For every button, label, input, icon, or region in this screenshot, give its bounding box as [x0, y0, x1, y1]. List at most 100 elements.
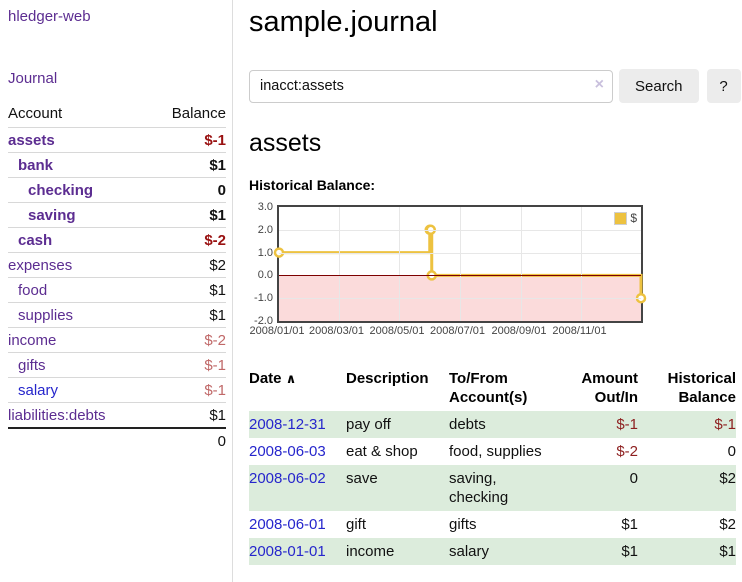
account-balance: $-2 — [204, 331, 226, 349]
register-table-body: 2008-12-31 pay off debts $-1 $-1 2008-06-03 ea… — [249, 411, 736, 565]
legend-swatch-icon — [614, 211, 628, 225]
search-button[interactable]: Search — [619, 69, 699, 103]
transaction-date-cell: 2008-01-01 — [249, 538, 346, 565]
chart-legend: $ — [614, 211, 637, 225]
account-row: bank $1 — [8, 152, 226, 178]
account-row: income $-2 — [8, 327, 226, 353]
sidebar-item-journal[interactable]: Journal — [8, 70, 58, 87]
transaction-date-cell: 2008-06-01 — [249, 511, 346, 538]
account-link-bank[interactable]: bank — [18, 156, 54, 174]
transaction-tofrom-cell: food, supplies — [449, 443, 542, 460]
sidebar: hledger-web Journal Account Balance asse… — [0, 0, 233, 582]
account-link-checking[interactable]: checking — [28, 181, 94, 199]
clear-search-icon[interactable]: × — [594, 75, 604, 93]
accounts-total-value: 0 — [217, 433, 226, 450]
search-input[interactable] — [249, 69, 613, 103]
transaction-description-cell: gift — [346, 516, 367, 533]
account-link-saving[interactable]: saving — [28, 206, 76, 224]
transaction-tofrom-cell: gifts — [449, 516, 477, 533]
y-tick-label: 2.0 — [257, 223, 273, 236]
account-link-cash[interactable]: cash — [18, 231, 53, 249]
transaction-description-cell: eat & shop — [346, 443, 418, 460]
register-header-date: Date ∧ — [249, 370, 297, 387]
account-row: checking 0 — [8, 177, 226, 203]
main-content: sample.journal × Search ? assets Histori… — [233, 0, 742, 582]
transaction-date-link[interactable]: 2008-01-01 — [249, 543, 326, 560]
transaction-row: 2008-06-03 eat & shop food, supplies $-2 0 — [249, 438, 736, 465]
x-tick-label: 2008/01/01 — [249, 325, 305, 337]
account-row: food $1 — [8, 277, 226, 303]
account-row: cash $-2 — [8, 227, 226, 253]
transaction-tofrom-cell: saving, checking — [449, 465, 572, 511]
y-tick-label: 1.0 — [257, 246, 273, 259]
chart-plot: $ — [273, 205, 647, 323]
transaction-description-cell: income — [346, 538, 449, 565]
account-link-supplies[interactable]: supplies — [18, 306, 74, 324]
account-link-gifts[interactable]: gifts — [18, 356, 46, 374]
account-balance: $2 — [209, 256, 226, 274]
x-tick-label: 2008/03/01 — [308, 325, 365, 337]
transaction-date-link[interactable]: 2008-06-03 — [249, 443, 326, 460]
account-balance: $1 — [209, 156, 226, 174]
transaction-row: 2008-06-02 save saving, checking 0 $2 — [249, 465, 736, 511]
account-row: salary $-1 — [8, 377, 226, 403]
register-header-description: Description — [346, 370, 429, 387]
transaction-date-cell: 2008-12-31 — [249, 411, 346, 438]
account-row: supplies $1 — [8, 302, 226, 328]
account-link-expenses[interactable]: expenses — [8, 256, 73, 274]
transaction-balance-cell: $2 — [638, 465, 736, 511]
transaction-amount-cell: $1 — [572, 538, 638, 565]
account-balance: $1 — [209, 306, 226, 324]
transaction-description-cell: save — [346, 465, 449, 511]
account-link-salary[interactable]: salary — [18, 381, 59, 399]
accounts-table-body: assets $-1 bank $1 checking 0 saving $1 cash $-2 e… — [8, 127, 226, 429]
account-link-income[interactable]: income — [8, 331, 57, 349]
accounts-header-account: Account — [8, 105, 63, 122]
chart-y-axis: 3.0 2.0 1.0 0.0 -1.0 -2.0 — [249, 201, 277, 327]
legend-label: $ — [630, 211, 637, 225]
x-tick-label: 2008/09/01 — [491, 325, 547, 337]
app-brand-link[interactable]: hledger-web — [8, 8, 91, 25]
chart-x-axis: 2008/01/01 2008/03/01 2008/05/01 2008/07/01… — [249, 325, 643, 341]
account-link-food[interactable]: food — [18, 281, 48, 299]
search-bar: × Search ? — [249, 69, 742, 103]
transaction-date-link[interactable]: 2008-12-31 — [249, 416, 326, 433]
transaction-date-cell: 2008-06-02 — [249, 465, 346, 511]
account-balance: $-1 — [204, 356, 226, 374]
account-balance: $-2 — [204, 231, 226, 249]
account-link-liabilities-debts[interactable]: liabilities:debts — [8, 406, 106, 424]
transaction-row: 2008-01-01 income salary $1 $1 — [249, 538, 736, 565]
register-header-amount: Amount Out/In — [581, 370, 638, 406]
transaction-date-link[interactable]: 2008-06-02 — [249, 470, 326, 487]
register-table: Date ∧ Description To/From Account(s) Am… — [249, 367, 736, 565]
help-button[interactable]: ? — [706, 69, 741, 103]
x-tick-label: 2008/11/01 — [552, 325, 607, 337]
transaction-amount-cell: $1 — [621, 516, 638, 533]
account-balance: $1 — [209, 406, 226, 424]
x-tick-label: 2008/07/01 — [429, 325, 486, 337]
chart-title: Historical Balance: — [249, 177, 376, 193]
register-header-tofrom: To/From Account(s) — [449, 370, 528, 406]
y-tick-label: -1.0 — [254, 292, 273, 305]
y-tick-label: 0.0 — [257, 269, 273, 282]
accounts-total-row: 0 — [8, 428, 226, 454]
transaction-row: 2008-06-01 gift gifts $1 $2 — [249, 511, 736, 538]
register-header-balance: Historical Balance — [667, 370, 736, 406]
account-row: expenses $2 — [8, 252, 226, 278]
transaction-amount-cell: $-2 — [616, 443, 638, 460]
transaction-amount-cell: $-1 — [572, 411, 638, 438]
account-balance: 0 — [217, 181, 226, 199]
search-input-wrap: × — [249, 69, 613, 103]
transaction-date-link[interactable]: 2008-06-01 — [249, 516, 326, 533]
transaction-tofrom-cell: debts — [449, 411, 572, 438]
y-tick-label: 3.0 — [257, 201, 273, 213]
account-row: liabilities:debts $1 — [8, 402, 226, 429]
account-row: saving $1 — [8, 202, 226, 228]
account-balance: $-1 — [204, 131, 226, 149]
transaction-tofrom-cell: salary — [449, 538, 572, 565]
register-header-row: Date ∧ Description To/From Account(s) Am… — [249, 367, 736, 411]
account-link-assets[interactable]: assets — [8, 131, 55, 149]
accounts-table: Account Balance assets $-1 bank $1 checking 0… — [8, 101, 226, 454]
accounts-total-spacer — [8, 428, 148, 454]
y-tick-label: -2.0 — [254, 315, 273, 327]
